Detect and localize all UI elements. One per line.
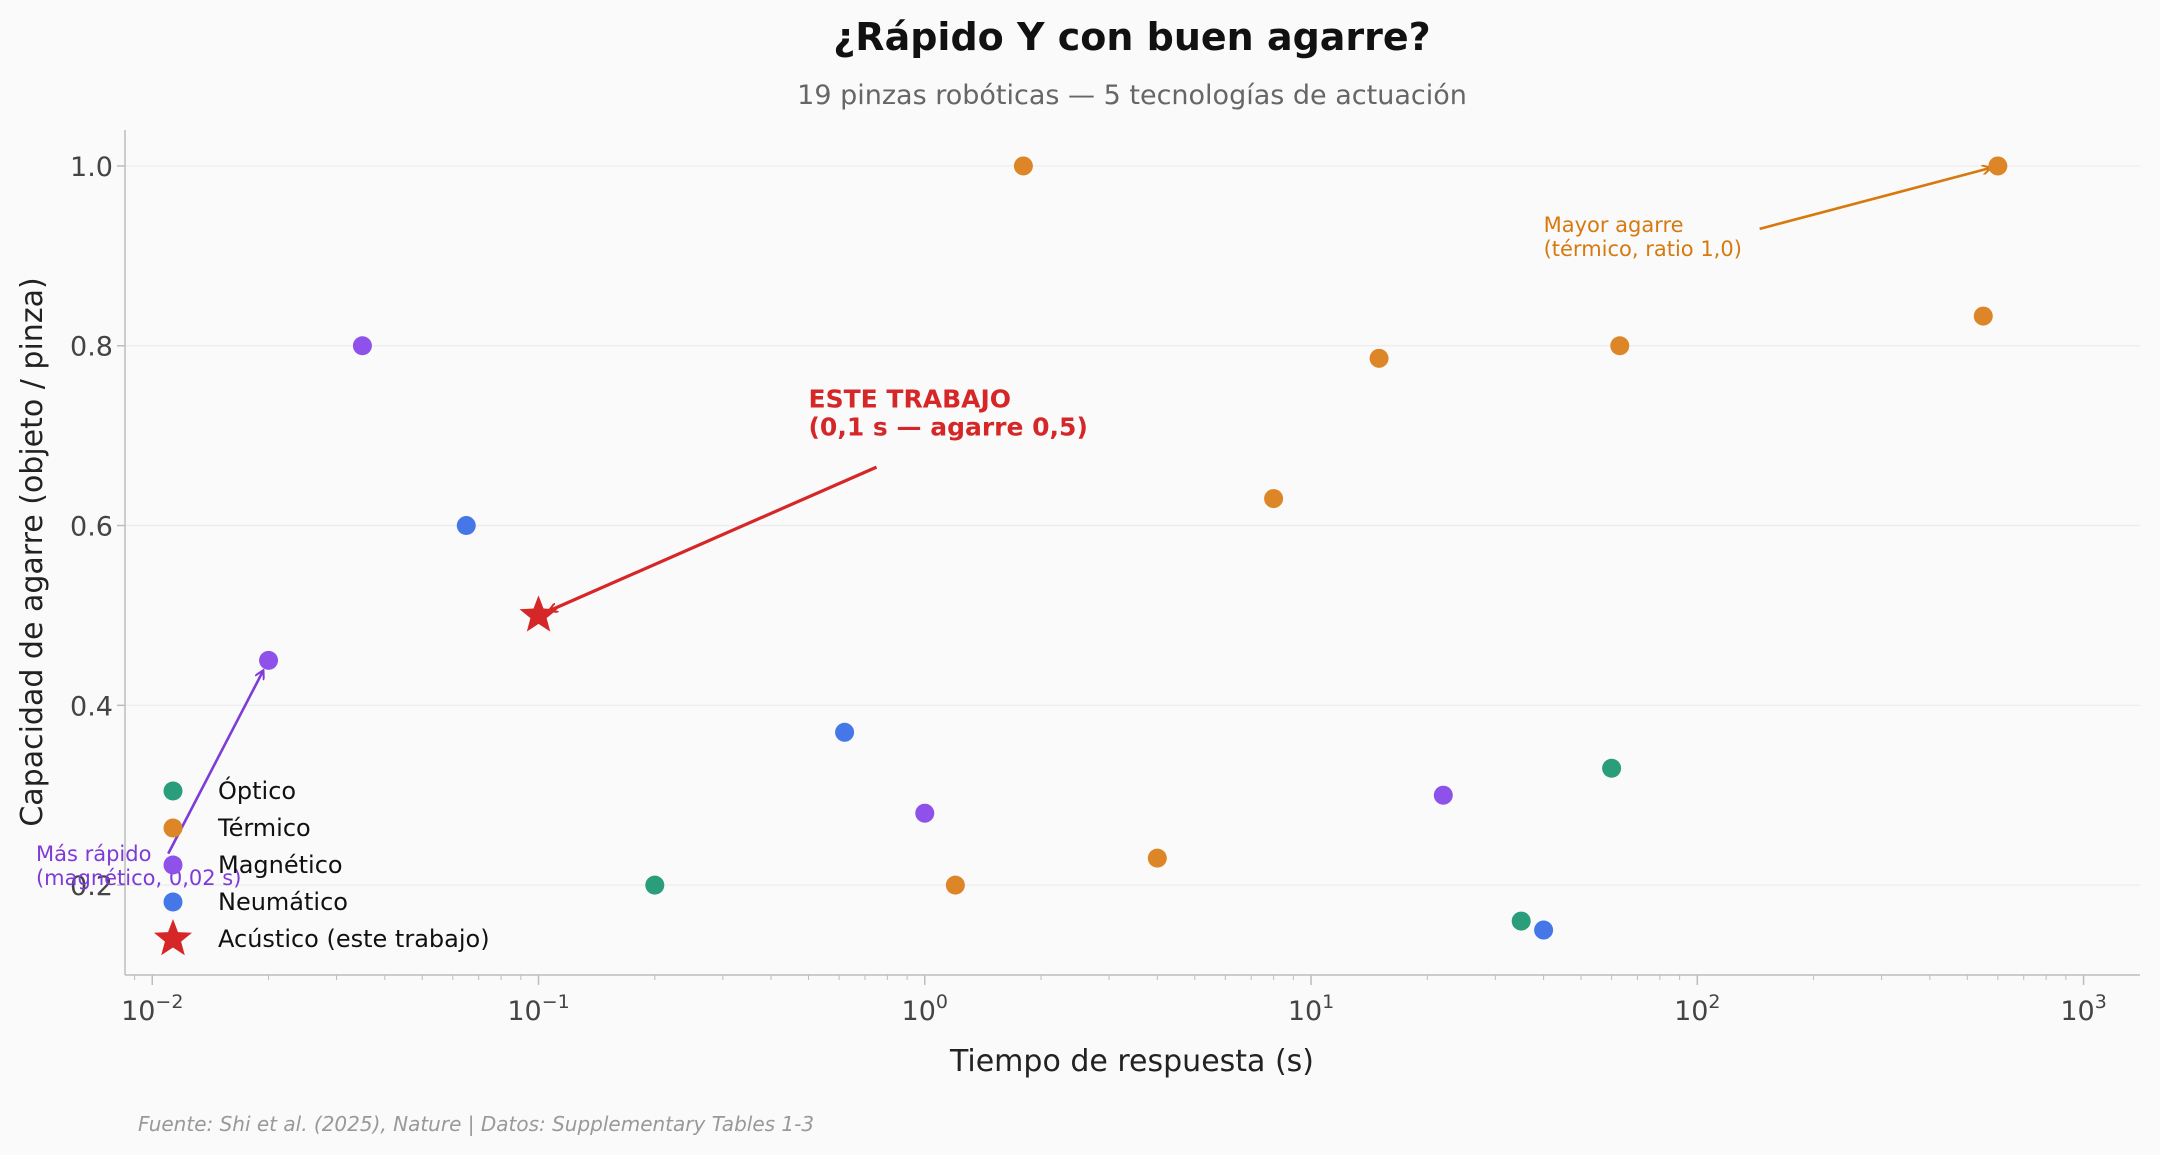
data-point (1433, 785, 1453, 805)
data-point (1264, 489, 1284, 509)
annotation-text-max_grip: (térmico, ratio 1,0) (1544, 237, 1742, 261)
annotation-text-max_grip: Mayor agarre (1544, 213, 1684, 237)
legend-label: Neumático (218, 888, 348, 916)
x-axis-ticks: 10−2 10−1 100 101 102 103 (121, 975, 2107, 1027)
data-points (259, 156, 2008, 940)
data-point (1147, 848, 1167, 868)
data-point (259, 650, 279, 670)
x-axis-label: Tiempo de respuesta (s) (949, 1044, 1314, 1079)
x-tick-label: 101 (1288, 991, 1334, 1027)
data-point (1013, 156, 1033, 176)
data-point (1369, 348, 1389, 368)
legend-marker (163, 781, 183, 801)
legend-marker (163, 855, 183, 875)
annotation-text-this_work: ESTE TRABAJO (809, 385, 1012, 414)
annotation-arrow-fastest (167, 671, 263, 855)
legend-marker-star (154, 919, 192, 956)
y-axis-label: Capacidad de agarre (objeto / pinza) (15, 277, 50, 826)
chart-title: ¿Rápido Y con buen agarre? (833, 15, 1430, 59)
y-tick-label: 0.2 (70, 871, 113, 902)
data-point (352, 336, 372, 356)
legend-label: Térmico (217, 814, 311, 842)
data-point (915, 803, 935, 823)
data-point (1511, 911, 1531, 931)
annotation-text-fastest: (magnético, 0,02 s) (36, 866, 241, 890)
y-axis-ticks: 0.2 0.4 0.6 0.8 1.0 (70, 152, 125, 902)
legend-label: Óptico (218, 775, 296, 805)
x-tick-label: 10−1 (507, 991, 569, 1027)
y-tick-label: 0.6 (70, 512, 113, 543)
data-point (456, 516, 476, 536)
data-point (945, 875, 965, 895)
annotation-arrow-this_work (550, 465, 878, 611)
data-point-star (519, 595, 558, 632)
y-tick-label: 0.8 (70, 332, 113, 363)
annotation-arrow-max_grip (1759, 168, 1991, 231)
annotations: ESTE TRABAJO(0,1 s — agarre 0,5) Mayor ag… (36, 168, 1990, 890)
annotation-text-this_work: (0,1 s — agarre 0,5) (809, 413, 1088, 442)
chart-subtitle: 19 pinzas robóticas — 5 tecnologías de a… (797, 80, 1467, 111)
y-tick-label: 1.0 (70, 152, 113, 183)
annotation-text-fastest: Más rápido (36, 842, 151, 866)
data-point (1973, 306, 1993, 326)
data-point (645, 875, 665, 895)
legend-label: Acústico (este trabajo) (218, 925, 490, 953)
data-point (1610, 336, 1630, 356)
legend-marker (163, 818, 183, 838)
data-point (1602, 758, 1622, 778)
data-point (835, 722, 855, 742)
legend: Óptico Térmico Magnético Neumático Acústico … (154, 775, 490, 956)
source-note: Fuente: Shi et al. (2025), Nature | Dato… (138, 1112, 814, 1136)
data-point (1988, 156, 2008, 176)
legend-label: Magnético (218, 851, 343, 879)
legend-marker (163, 892, 183, 912)
y-tick-label: 0.4 (70, 691, 113, 722)
data-point (1534, 920, 1554, 940)
